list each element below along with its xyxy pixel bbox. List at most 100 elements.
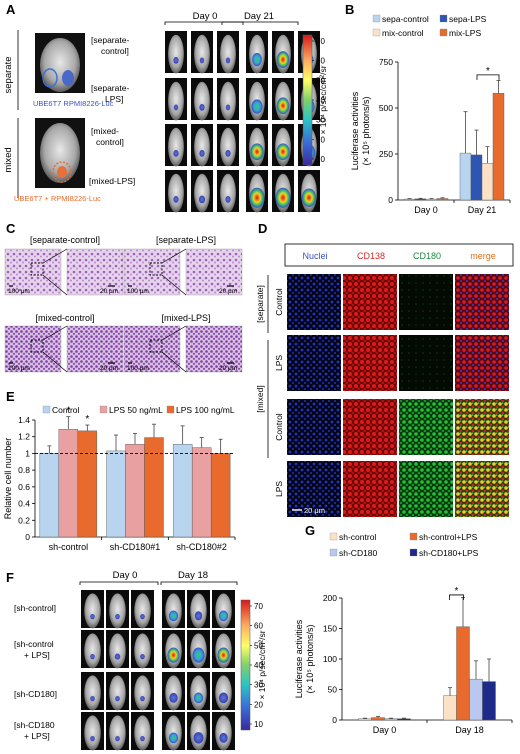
zoom-line [161,351,187,373]
luminescence-signal [173,150,179,157]
row-label-sh-cd180: [sh-CD180] [14,689,57,699]
legend-label: LPS 50 ng/mL [109,405,163,415]
mouse-silhouette [84,633,101,669]
mouse-silhouette [215,715,232,751]
bar [39,453,60,538]
row-label-sh-cd180-lps: [sh-CD180 + LPS] [14,720,55,741]
histology-title-mixed-lps: [mixed-LPS] [161,313,210,323]
row-label-sh-control: [sh-control] [14,603,56,613]
luminescence-signal [140,653,145,660]
panel-f-imaging-grid [81,590,235,751]
bar [470,154,483,201]
scale-label: 100 μm [127,288,149,295]
luminescence-signal [167,647,180,663]
panel-a-day21-bracket [221,21,299,25]
legend-swatch [409,532,418,541]
fluorescence-image [455,274,509,330]
colorbar-tick-label: 30 [254,681,263,690]
panel-f-letter: F [6,570,14,585]
bar [436,198,449,201]
panel-a-imaging-grid [165,31,320,213]
zoom-line [42,248,68,264]
colorbar-tick-label: 60 [316,57,325,66]
luminescence-signal [140,735,145,742]
colorbar-tick-label: 50 [316,76,325,85]
scale-label: 20 μm [219,365,237,372]
luminescence-signal [276,143,290,161]
fluorescence-image [343,461,397,517]
mouse-silhouette [168,81,184,121]
luminescence-signal [217,647,230,663]
mouse-silhouette [165,675,182,711]
luminescence-signal [169,692,178,703]
luminescence-signal [275,187,291,208]
bar [459,152,472,201]
bar [106,450,126,538]
legend-label: Control [52,405,80,415]
bar [210,453,231,538]
luminescence-signal [252,52,262,67]
panel-a-colorbar-ticks: 70 60 50 40 30 20 10 [312,37,325,164]
site-mixed [52,161,72,183]
mouse-silhouette [168,127,184,167]
colorbar-tick-label: 40 [316,96,325,105]
fluorescence-image [455,335,509,391]
x-tick-label: sh-CD180#1 [110,542,161,552]
y-tick-label: 750 [379,57,393,67]
luminescence-signal [90,613,95,620]
luminescence-signal [140,695,145,702]
colorbar-tick-label: 50 [254,641,263,650]
luminescence-signal [219,732,228,743]
luminescence-signal [218,610,229,622]
luminescence-signal [198,195,206,204]
y-tick-label: 0 [388,195,393,205]
panel-f-day18-bracket [160,581,238,585]
luminescence-signal [90,653,95,660]
row-label-separate-lps: [separate-LPS] [91,83,129,104]
panel-a-letter: A [6,2,16,17]
fluorescence-image [455,399,509,455]
luminescence-signal [115,613,120,620]
luminescence-signal [250,143,264,161]
luminescence-signal [140,613,145,620]
legend-swatch [439,28,448,37]
luminescence-signal [225,57,231,64]
mouse-silhouette [220,173,236,213]
mouse-silhouette [168,173,184,213]
luminescence-signal [173,104,179,111]
luminescence-signal [193,692,204,704]
bar [414,198,427,201]
histology-high-mag [185,325,243,373]
y-tick-label: 1 [25,448,30,458]
panel-d-column-headers: Nuclei CD138 CD180 merge [302,251,495,261]
panel-e-letter: E [6,389,15,404]
luminescence-signal [115,695,120,702]
significance-star: * [455,586,459,597]
zoom-line [161,274,187,296]
significance-star: * [66,406,70,417]
fluorescence-image [287,274,341,330]
panel-a-day21-label: Day 21 [244,11,274,22]
y-axis-label: Luciferase activities [294,619,304,698]
y-tick-label: 0.6 [18,482,30,492]
x-tick-label: Day 0 [414,205,438,215]
fluorescence-image [343,274,397,330]
mouse-silhouette [220,127,236,167]
luminescence-signal [225,104,231,111]
column-header: CD180 [413,251,441,261]
row-label-mixed-lps: [mixed-LPS] [89,176,135,186]
row-label: LPS [274,355,284,371]
legend-label: sepa-control [382,14,429,24]
zoom-line [161,325,187,341]
legend-swatch [166,405,175,414]
mouse-silhouette [220,81,236,121]
mouse-silhouette [109,593,126,629]
colorbar-tick-label: 70 [254,602,263,611]
histology-title-mixed-control: [mixed-control] [35,313,94,323]
y-tick-label: 1.2 [18,432,30,442]
colorbar-tick-label: 40 [254,661,263,670]
fluorescence-image [399,335,453,391]
mouse-silhouette [168,34,184,74]
colorbar-tick-label: 10 [254,720,263,729]
y-axis-label: Relative cell number [3,438,13,520]
